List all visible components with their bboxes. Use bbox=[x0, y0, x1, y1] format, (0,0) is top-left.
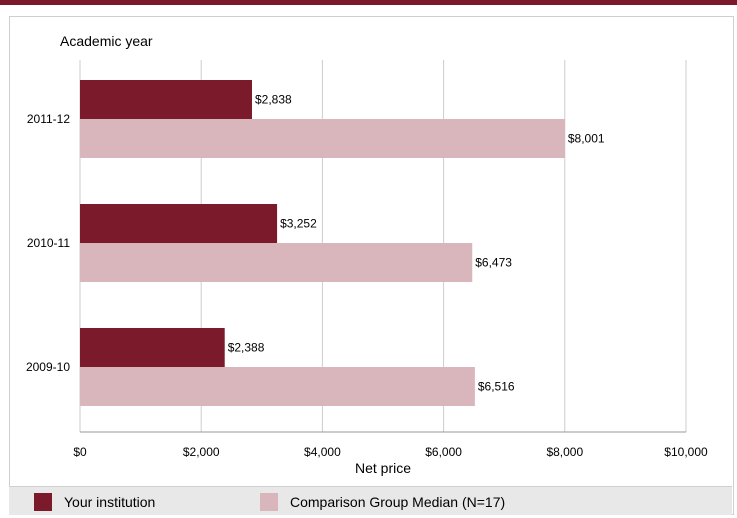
bar-your-institution-2011-12 bbox=[80, 80, 252, 119]
bar-value-label: $6,516 bbox=[478, 380, 515, 394]
bar-value-label: $8,001 bbox=[568, 132, 605, 146]
bar-value-label: $2,838 bbox=[255, 93, 292, 107]
legend: Your institution Comparison Group Median… bbox=[9, 486, 732, 515]
legend-label-your-institution: Your institution bbox=[64, 494, 155, 510]
bar-value-label: $3,252 bbox=[280, 217, 317, 231]
x-tick-label: $6,000 bbox=[425, 445, 462, 459]
legend-swatch-comparison-group bbox=[260, 493, 278, 511]
bars: $2,838 $8,001 $3,252 $6,473 $2,388 $6,516 bbox=[80, 80, 605, 406]
bar-value-label: $2,388 bbox=[228, 341, 265, 355]
category-labels: 2011-12 2010-11 2009-10 bbox=[26, 112, 70, 374]
x-tick-label: $10,000 bbox=[664, 445, 708, 459]
bar-comparison-group-2011-12 bbox=[80, 119, 565, 158]
legend-label-comparison-group: Comparison Group Median (N=17) bbox=[290, 494, 505, 510]
x-tick-label: $0 bbox=[73, 445, 87, 459]
y-axis-label: Academic year bbox=[60, 33, 153, 49]
bar-comparison-group-2009-10 bbox=[80, 367, 475, 406]
x-tick-label: $4,000 bbox=[304, 445, 341, 459]
x-tick-label: $2,000 bbox=[183, 445, 220, 459]
bar-comparison-group-2010-11 bbox=[80, 243, 472, 282]
bar-your-institution-2009-10 bbox=[80, 328, 225, 367]
tick-labels: $0 $2,000 $4,000 $6,000 $8,000 $10,000 bbox=[73, 445, 708, 459]
category-label-2011-12: 2011-12 bbox=[27, 112, 70, 126]
category-label-2009-10: 2009-10 bbox=[26, 360, 70, 374]
legend-item-your-institution: Your institution bbox=[34, 493, 155, 511]
x-axis-label: Net price bbox=[355, 460, 411, 476]
legend-item-comparison-group: Comparison Group Median (N=17) bbox=[260, 493, 505, 511]
bar-value-label: $6,473 bbox=[475, 256, 512, 270]
legend-swatch-your-institution bbox=[34, 493, 52, 511]
category-label-2010-11: 2010-11 bbox=[27, 236, 70, 250]
x-tick-label: $8,000 bbox=[546, 445, 583, 459]
bar-your-institution-2010-11 bbox=[80, 204, 277, 243]
